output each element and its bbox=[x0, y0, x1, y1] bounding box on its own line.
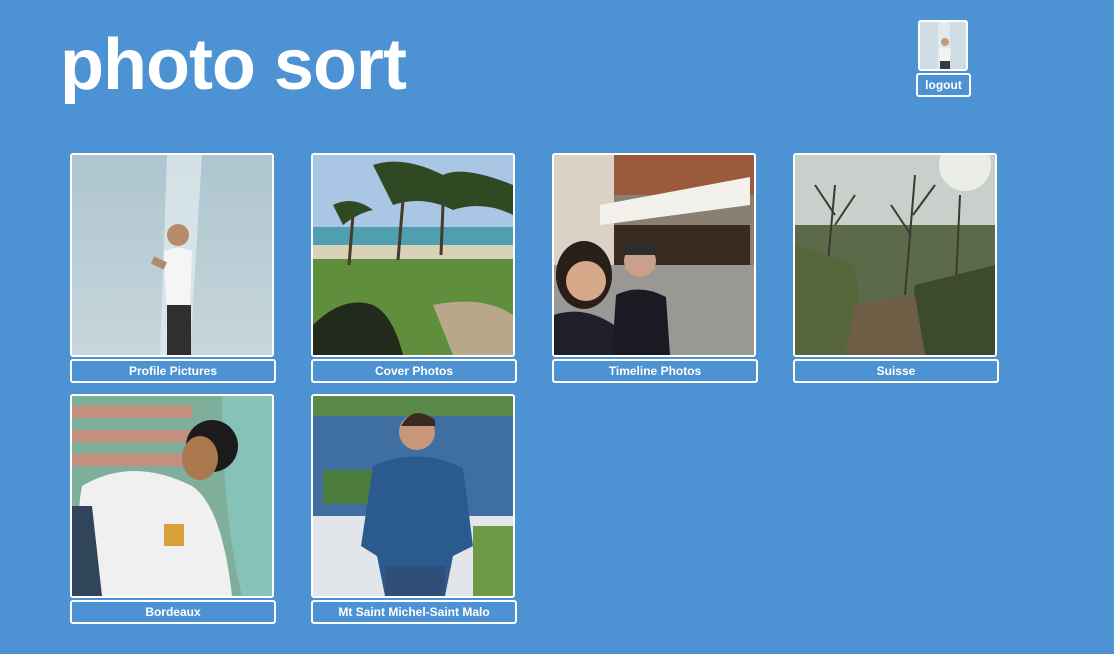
album-label[interactable]: Timeline Photos bbox=[552, 359, 758, 383]
album-label[interactable]: Profile Pictures bbox=[70, 359, 276, 383]
album-thumbnail[interactable] bbox=[70, 153, 274, 357]
album-label[interactable]: Bordeaux bbox=[70, 600, 276, 624]
album-label[interactable]: Cover Photos bbox=[311, 359, 517, 383]
album-photo bbox=[313, 396, 513, 596]
user-avatar-image bbox=[920, 22, 966, 69]
album-thumbnail[interactable] bbox=[311, 394, 515, 598]
album-photo bbox=[795, 155, 995, 355]
album-tile-bordeaux[interactable]: Bordeaux bbox=[70, 394, 276, 624]
album-photo bbox=[72, 155, 272, 355]
user-avatar[interactable] bbox=[918, 20, 968, 71]
album-tile-profile-pictures[interactable]: Profile Pictures bbox=[70, 153, 276, 383]
album-tile-suisse[interactable]: Suisse bbox=[793, 153, 999, 383]
app-title: photo sort bbox=[60, 25, 407, 105]
album-thumbnail[interactable] bbox=[70, 394, 274, 598]
user-area: logout bbox=[916, 20, 971, 97]
album-photo bbox=[72, 396, 272, 596]
album-tile-timeline-photos[interactable]: Timeline Photos bbox=[552, 153, 758, 383]
album-tile-mt-saint-michel-saint-malo[interactable]: Mt Saint Michel-Saint Malo bbox=[311, 394, 517, 624]
album-label[interactable]: Suisse bbox=[793, 359, 999, 383]
album-thumbnail[interactable] bbox=[793, 153, 997, 357]
album-thumbnail[interactable] bbox=[552, 153, 756, 357]
logout-button[interactable]: logout bbox=[916, 73, 971, 97]
album-thumbnail[interactable] bbox=[311, 153, 515, 357]
album-photo bbox=[313, 155, 513, 355]
album-tile-cover-photos[interactable]: Cover Photos bbox=[311, 153, 517, 383]
album-photo bbox=[554, 155, 754, 355]
album-label[interactable]: Mt Saint Michel-Saint Malo bbox=[311, 600, 517, 624]
